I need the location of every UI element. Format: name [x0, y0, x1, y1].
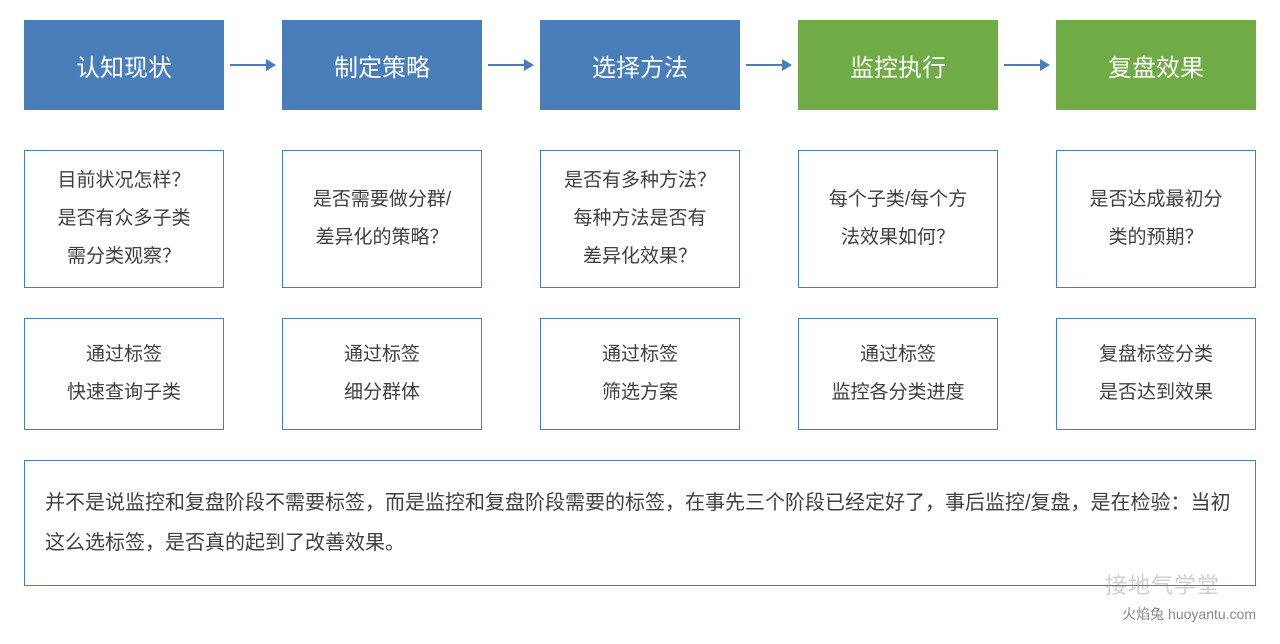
action-box-4: 复盘标签分类是否达到效果 — [1056, 318, 1256, 430]
step-header-2: 选择方法 — [540, 20, 740, 110]
step-header-0: 认知现状 — [24, 20, 224, 110]
arrow-icon — [228, 58, 278, 72]
process-header-row: 认知现状 制定策略 选择方法 监控执行 复盘效果 — [24, 20, 1256, 110]
action-row: 通过标签快速查询子类 通过标签细分群体 通过标签筛选方案 通过标签监控各分类进度… — [24, 318, 1256, 430]
arrow-icon — [1002, 58, 1052, 72]
question-box-4: 是否达成最初分类的预期？ — [1056, 150, 1256, 288]
action-box-3: 通过标签监控各分类进度 — [798, 318, 998, 430]
question-row: 目前状况怎样？是否有众多子类需分类观察？ 是否需要做分群/差异化的策略？ 是否有… — [24, 150, 1256, 288]
step-header-3: 监控执行 — [798, 20, 998, 110]
action-box-0: 通过标签快速查询子类 — [24, 318, 224, 430]
question-box-0: 目前状况怎样？是否有众多子类需分类观察？ — [24, 150, 224, 288]
watermark-faint: 接地气学堂 — [1105, 568, 1220, 600]
action-box-1: 通过标签细分群体 — [282, 318, 482, 430]
step-header-1: 制定策略 — [282, 20, 482, 110]
summary-box: 并不是说监控和复盘阶段不需要标签，而是监控和复盘阶段需要的标签，在事先三个阶段已… — [24, 460, 1256, 586]
question-box-3: 每个子类/每个方法效果如何？ — [798, 150, 998, 288]
arrow-icon — [744, 58, 794, 72]
action-box-2: 通过标签筛选方案 — [540, 318, 740, 430]
step-header-4: 复盘效果 — [1056, 20, 1256, 110]
question-box-2: 是否有多种方法？每种方法是否有差异化效果？ — [540, 150, 740, 288]
question-box-1: 是否需要做分群/差异化的策略？ — [282, 150, 482, 288]
arrow-icon — [486, 58, 536, 72]
watermark-main: 火焰兔 huoyantu.com — [1116, 602, 1262, 626]
